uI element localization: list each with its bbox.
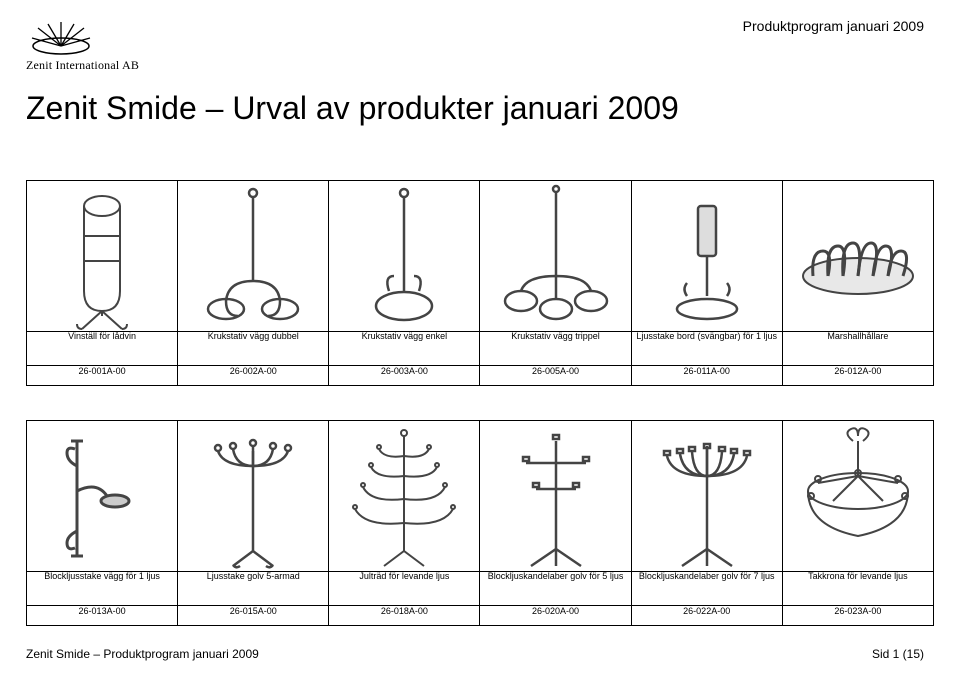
logo: Zenit International AB — [26, 20, 139, 73]
product-image — [27, 181, 178, 332]
product-code: 26-003A-00 — [329, 366, 480, 386]
product-label: Julträd för levande ljus — [329, 572, 480, 606]
product-image — [782, 181, 933, 332]
product-image — [329, 181, 480, 332]
product-label: Blockljusstake vägg för 1 ljus — [27, 572, 178, 606]
product-code: 26-001A-00 — [27, 366, 178, 386]
product-label: Blockljuskandelaber golv för 7 ljus — [631, 572, 782, 606]
product-image — [178, 181, 329, 332]
product-code: 26-023A-00 — [782, 606, 933, 626]
product-label: Krukstativ vägg dubbel — [178, 332, 329, 366]
product-image — [631, 181, 782, 332]
product-image — [178, 421, 329, 572]
product-code: 26-015A-00 — [178, 606, 329, 626]
page-title: Zenit Smide – Urval av produkter januari… — [26, 90, 679, 127]
product-code: 26-020A-00 — [480, 606, 631, 626]
product-label: Krukstativ vägg enkel — [329, 332, 480, 366]
product-label: Ljusstake bord (svängbar) för 1 ljus — [631, 332, 782, 366]
product-image — [480, 421, 631, 572]
product-image — [782, 421, 933, 572]
product-code: 26-002A-00 — [178, 366, 329, 386]
company-name: Zenit International AB — [26, 58, 139, 73]
product-code: 26-013A-00 — [27, 606, 178, 626]
product-label: Blockljuskandelaber golv för 5 ljus — [480, 572, 631, 606]
product-image — [480, 181, 631, 332]
product-table-1: Vinställ för lådvin Krukstativ vägg dubb… — [26, 180, 934, 386]
product-label: Marshallhållare — [782, 332, 933, 366]
product-label: Ljusstake golv 5-armad — [178, 572, 329, 606]
header-date: Produktprogram januari 2009 — [743, 18, 924, 34]
logo-icon — [26, 20, 96, 56]
product-image — [631, 421, 782, 572]
product-code: 26-012A-00 — [782, 366, 933, 386]
product-code: 26-022A-00 — [631, 606, 782, 626]
footer-right: Sid 1 (15) — [872, 647, 924, 661]
product-image — [329, 421, 480, 572]
product-code: 26-011A-00 — [631, 366, 782, 386]
product-label: Vinställ för lådvin — [27, 332, 178, 366]
product-code: 26-018A-00 — [329, 606, 480, 626]
product-table-2: Blockljusstake vägg för 1 ljus Ljusstake… — [26, 420, 934, 626]
product-label: Takkrona för levande ljus — [782, 572, 933, 606]
product-label: Krukstativ vägg trippel — [480, 332, 631, 366]
product-image — [27, 421, 178, 572]
product-code: 26-005A-00 — [480, 366, 631, 386]
footer-left: Zenit Smide – Produktprogram januari 200… — [26, 647, 259, 661]
